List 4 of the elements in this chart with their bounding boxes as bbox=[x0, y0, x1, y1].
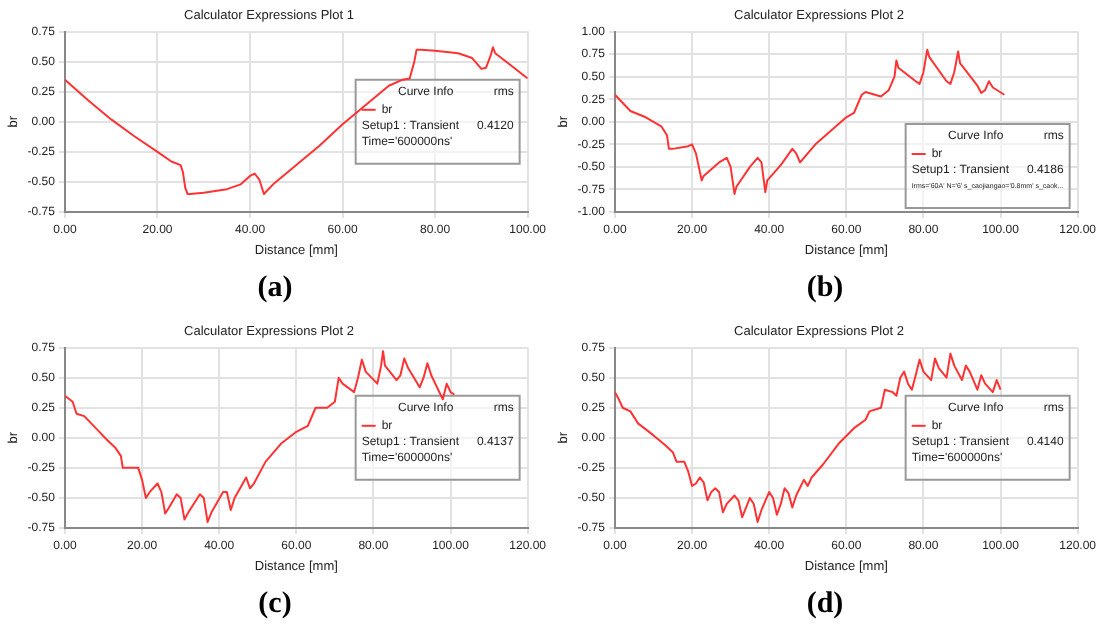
text: (c) bbox=[256, 586, 294, 624]
text: (a) bbox=[255, 270, 295, 308]
text: (d) bbox=[804, 586, 846, 624]
text: (b) bbox=[804, 270, 846, 308]
